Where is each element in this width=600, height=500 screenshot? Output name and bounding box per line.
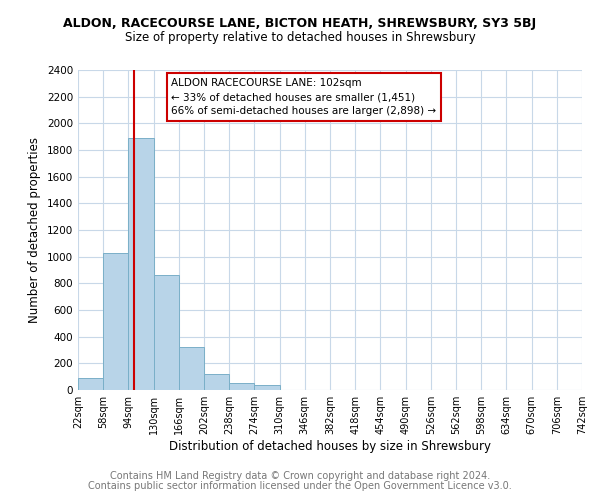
X-axis label: Distribution of detached houses by size in Shrewsbury: Distribution of detached houses by size … (169, 440, 491, 453)
Bar (254, 384, 280, 390)
Bar (128, 138, 154, 390)
Bar (204, 374, 229, 390)
Text: Size of property relative to detached houses in Shrewsbury: Size of property relative to detached ho… (125, 31, 475, 44)
Bar (154, 276, 179, 390)
Bar (229, 382, 254, 390)
Text: Contains HM Land Registry data © Crown copyright and database right 2024.: Contains HM Land Registry data © Crown c… (110, 471, 490, 481)
Bar (78, 378, 103, 390)
Bar (179, 346, 204, 390)
Text: ALDON, RACECOURSE LANE, BICTON HEATH, SHREWSBURY, SY3 5BJ: ALDON, RACECOURSE LANE, BICTON HEATH, SH… (64, 18, 536, 30)
Text: ALDON RACECOURSE LANE: 102sqm
← 33% of detached houses are smaller (1,451)
66% o: ALDON RACECOURSE LANE: 102sqm ← 33% of d… (171, 78, 436, 116)
Text: Contains public sector information licensed under the Open Government Licence v3: Contains public sector information licen… (88, 481, 512, 491)
Bar (103, 252, 128, 390)
Y-axis label: Number of detached properties: Number of detached properties (28, 137, 41, 323)
